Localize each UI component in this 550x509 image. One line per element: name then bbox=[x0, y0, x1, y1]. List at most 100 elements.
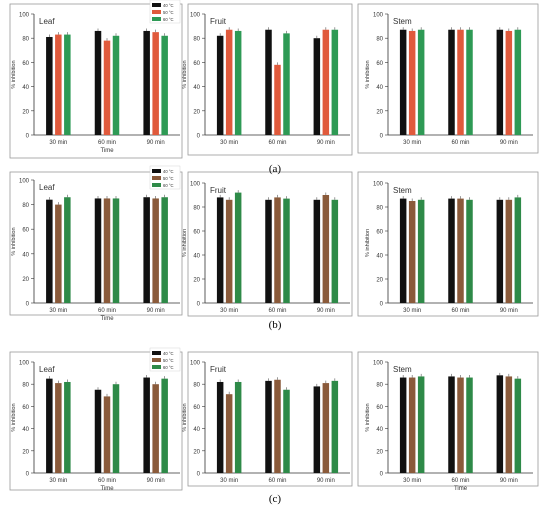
panel-3-bar bbox=[399, 29, 407, 136]
panel-5-x-tick-label: 90 min bbox=[317, 308, 335, 314]
panel-8-bar bbox=[265, 380, 272, 473]
panel-5-y-tick-label: 80 bbox=[193, 206, 200, 212]
row-label-c: (c) bbox=[268, 493, 282, 505]
panel-1-legend-swatch bbox=[152, 17, 161, 21]
panel-5-y-tick-label: 60 bbox=[193, 230, 200, 236]
panel-1-frame bbox=[9, 3, 183, 159]
panel-3-bar bbox=[417, 29, 425, 136]
panel-1-x-tick-label: 60 min bbox=[98, 140, 116, 146]
panel-5-bar bbox=[313, 199, 321, 303]
panel-3-y-tick-label: 60 bbox=[376, 61, 383, 67]
panel-2-y-axis-label: % inhibition bbox=[182, 60, 188, 88]
panel-9-bar bbox=[457, 377, 464, 473]
panel-6-y-axis-label: % inhibition bbox=[365, 229, 371, 257]
panel-7-frame bbox=[9, 351, 183, 491]
panel-9-bar bbox=[399, 377, 407, 473]
panel-1-bar bbox=[152, 32, 159, 135]
panel-6-bar bbox=[466, 199, 473, 303]
panel-7-x-tick-label: 30 min bbox=[49, 478, 67, 484]
panel-4-bar bbox=[94, 198, 102, 303]
panel-8-y-tick-label: 100 bbox=[190, 361, 201, 367]
panel-7-title: Leaf bbox=[39, 365, 55, 374]
panel-8-bar bbox=[225, 394, 233, 473]
panel-8-bar bbox=[322, 383, 330, 473]
panel-1-y-tick-label: 60 bbox=[22, 61, 29, 67]
panel-3-bar bbox=[408, 30, 416, 135]
panel-7-legend-label: 50 °C bbox=[163, 358, 174, 363]
panel-6-y-tick-label: 0 bbox=[380, 302, 384, 308]
panel-2-x-tick-label: 60 min bbox=[268, 140, 286, 146]
panel-7-x-tick-label: 60 min bbox=[98, 478, 116, 484]
panel-6-bar bbox=[457, 198, 464, 303]
panel-2-bar bbox=[313, 38, 321, 136]
panel-4-y-tick-label: 20 bbox=[22, 277, 29, 283]
panel-8-bar bbox=[274, 379, 281, 473]
panel-7-bar bbox=[112, 384, 120, 473]
panel-4-legend-label: 60 °C bbox=[163, 183, 174, 188]
panel-3-y-tick-label: 0 bbox=[380, 134, 384, 140]
panel-6-bar bbox=[514, 197, 522, 303]
panel-7-y-axis-label: % inhibition bbox=[11, 403, 17, 431]
panel-4-y-tick-label: 60 bbox=[22, 228, 29, 234]
panel-8-y-tick-label: 0 bbox=[197, 472, 201, 478]
panel-2-x-tick-label: 90 min bbox=[317, 140, 335, 146]
panel-2-bar bbox=[331, 29, 339, 136]
panel-2-bar bbox=[234, 30, 242, 135]
panel-1-y-tick-label: 0 bbox=[26, 134, 30, 140]
panel-2-frame bbox=[187, 3, 353, 156]
panel-7-bar bbox=[103, 396, 111, 473]
panel-6-title: Stem bbox=[393, 186, 412, 195]
panel-4-x-tick-label: 90 min bbox=[147, 308, 165, 314]
panel-3-y-axis-label: % inhibition bbox=[365, 60, 371, 88]
panel-7-bar bbox=[143, 377, 150, 473]
panel-3-bar bbox=[448, 29, 455, 136]
panel-9-bar bbox=[448, 376, 455, 473]
panel-6-y-tick-label: 40 bbox=[376, 254, 383, 260]
panel-8-y-axis-label: % inhibition bbox=[182, 403, 188, 431]
panel-9-y-tick-label: 20 bbox=[376, 449, 383, 455]
panel-9-x-axis-label: Time bbox=[454, 486, 468, 492]
panel-7-legend-swatch bbox=[152, 365, 161, 369]
panel-5-bar bbox=[225, 199, 233, 303]
panel-7-legend-swatch bbox=[152, 351, 161, 355]
panel-9-bar bbox=[408, 377, 416, 473]
panel-6-bar bbox=[399, 198, 407, 303]
panel-3-title: Stem bbox=[393, 17, 412, 26]
panel-7-legend-swatch bbox=[152, 358, 161, 362]
panel-6-x-tick-label: 30 min bbox=[403, 308, 421, 314]
panel-2-y-tick-label: 0 bbox=[197, 134, 201, 140]
panel-9-frame bbox=[357, 351, 539, 487]
panel-6-bar bbox=[448, 198, 455, 303]
panel-3-x-tick-label: 60 min bbox=[451, 140, 469, 146]
panel-1-bar bbox=[55, 34, 62, 135]
panel-4-bar bbox=[55, 204, 62, 303]
panel-2-bar bbox=[274, 64, 281, 135]
panel-1-bar bbox=[64, 34, 71, 135]
panel-2-y-tick-label: 100 bbox=[190, 13, 201, 19]
panel-7-y-tick-label: 80 bbox=[22, 383, 29, 389]
panel-9-y-axis-label: % inhibition bbox=[365, 403, 371, 431]
panel-9-y-tick-label: 60 bbox=[376, 405, 383, 411]
panel-2-bar bbox=[225, 29, 233, 136]
panel-7-bar bbox=[161, 378, 168, 473]
panel-8-y-tick-label: 20 bbox=[193, 449, 200, 455]
panel-5-x-tick-label: 30 min bbox=[220, 308, 238, 314]
panel-5-frame bbox=[187, 171, 353, 317]
panel-2-y-tick-label: 20 bbox=[193, 109, 200, 115]
panel-1-bar bbox=[46, 36, 53, 135]
panel-2-bar bbox=[265, 29, 272, 136]
panel-8-x-tick-label: 90 min bbox=[317, 478, 335, 484]
panel-1-x-tick-label: 90 min bbox=[147, 140, 165, 146]
panel-4-bar bbox=[64, 197, 71, 303]
panel-9-y-tick-label: 100 bbox=[373, 361, 384, 367]
panel-2-y-tick-label: 40 bbox=[193, 85, 200, 91]
panel-1-bar bbox=[143, 30, 150, 135]
panel-8-y-tick-label: 80 bbox=[193, 383, 200, 389]
panel-9-title: Stem bbox=[393, 365, 412, 374]
panel-5-bar bbox=[265, 199, 272, 303]
panel-7-bar bbox=[46, 378, 53, 473]
panel-9-x-tick-label: 90 min bbox=[500, 478, 518, 484]
row-label-b: (b) bbox=[268, 319, 282, 331]
panel-5-y-tick-label: 100 bbox=[190, 182, 201, 188]
panel-1-y-tick-label: 80 bbox=[22, 37, 29, 43]
